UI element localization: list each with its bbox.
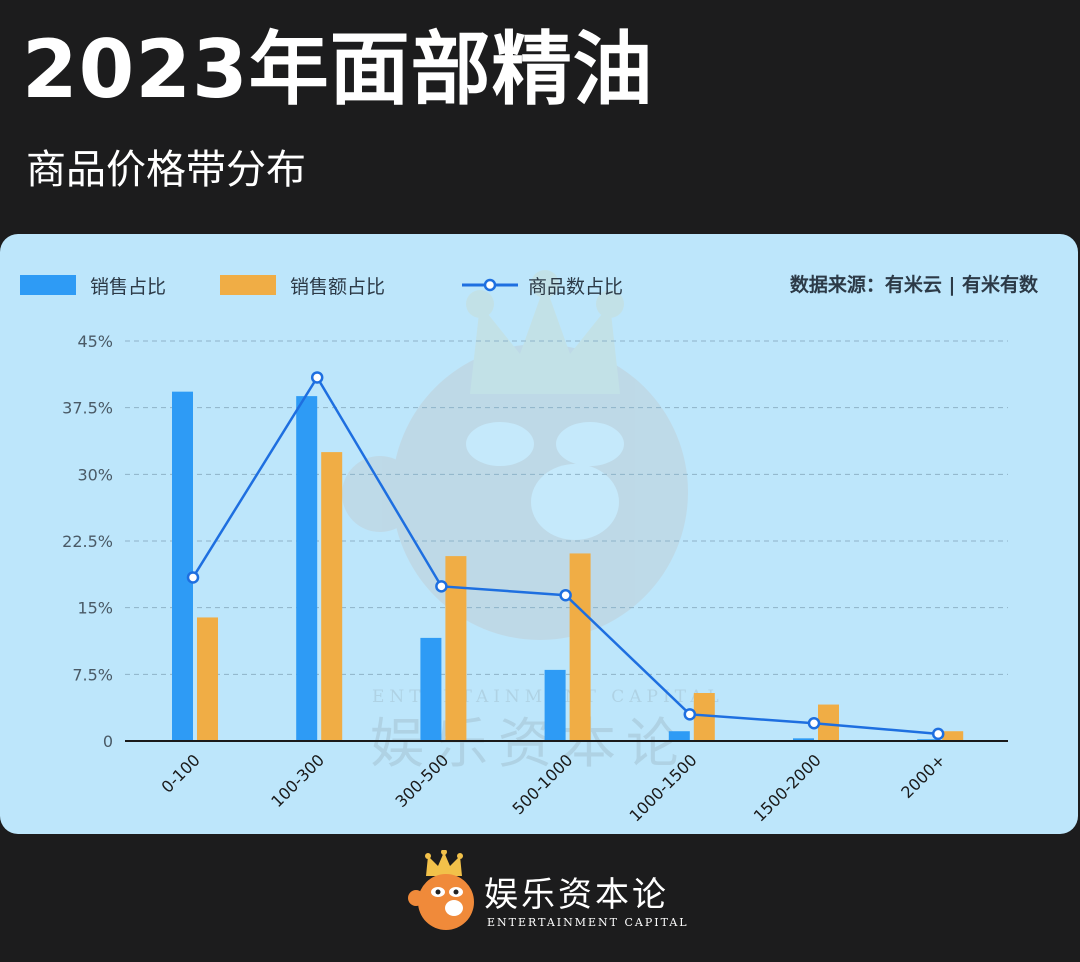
bar-sales-share <box>668 731 690 741</box>
bars <box>172 391 964 741</box>
watermark-brand-cn: 娱乐资本论 <box>370 712 690 775</box>
point-product-share <box>807 716 821 730</box>
footer-brand-cn: 娱乐资本论 <box>484 875 669 915</box>
legend-label: 销售额占比 <box>290 275 386 298</box>
grid <box>125 340 1008 675</box>
y-tick-label: 22.5% <box>62 532 113 551</box>
point-product-share <box>186 571 200 584</box>
bar-sales-share <box>420 637 442 741</box>
page-subtitle: 商品价格带分布 <box>26 147 306 193</box>
x-tick-label: 1500-2000 <box>750 750 825 825</box>
y-tick-label: 30% <box>77 465 113 484</box>
legend-label: 商品数占比 <box>528 275 624 298</box>
data-source: 数据来源：有米云 | 有米有数 <box>789 274 1038 296</box>
legend-swatch-sales-share <box>20 275 76 295</box>
y-tick-label: 37.5% <box>62 399 113 418</box>
bar-sales-share <box>544 669 566 741</box>
bar-sales-share <box>296 396 318 741</box>
bar-revenue-share <box>197 617 218 741</box>
y-tick-label: 15% <box>77 599 113 618</box>
bar-sales-share <box>172 391 193 741</box>
bar-revenue-share <box>818 704 839 741</box>
bar-revenue-share <box>942 731 964 741</box>
point-product-share <box>559 588 572 602</box>
x-tick-label: 2000+ <box>897 750 949 802</box>
y-tick-label: 7.5% <box>72 665 113 684</box>
bar-revenue-share <box>445 556 467 741</box>
x-tick-label: 100-300 <box>267 750 328 811</box>
watermark: ENTERTAINMENT CAPITAL 娱乐资本论 <box>342 270 719 775</box>
legend-item-revenue-share[interactable]: 销售额占比 <box>220 270 385 300</box>
footer-brand-en: ENTERTAINMENT CAPITAL <box>487 916 689 929</box>
y-tick-label: 0 <box>103 732 113 751</box>
page-title: 2023年面部精油 <box>22 23 654 116</box>
bar-revenue-share <box>569 553 591 741</box>
legend-item-product-share[interactable]: 商品数占比 <box>462 270 623 300</box>
point-product-share <box>683 708 697 721</box>
legend-line-marker-icon <box>462 278 518 292</box>
legend: 销售占比 销售额占比 商品数占比 <box>0 270 1080 300</box>
footer-crowned-pufferfish-icon <box>408 850 474 930</box>
y-tick-label: 45% <box>77 332 113 351</box>
y-axis: 0 7.5% 15% 22.5% 30% 37.5% 45% <box>62 332 113 751</box>
chart: ENTERTAINMENT CAPITAL 娱乐资本论 0 7.5% 15% 22.5… <box>62 270 1008 826</box>
line-series <box>186 371 945 741</box>
watermark-crowned-pufferfish-icon <box>342 270 688 640</box>
point-product-share <box>931 727 945 741</box>
legend-swatch-revenue-share <box>220 275 276 295</box>
point-product-share <box>310 371 324 384</box>
point-product-share <box>435 580 448 593</box>
bar-revenue-share <box>693 693 715 741</box>
legend-item-sales-share[interactable]: 销售占比 <box>20 270 166 300</box>
legend-label: 销售占比 <box>90 275 167 298</box>
x-tick-label: 0-100 <box>158 750 204 796</box>
bar-revenue-share <box>321 452 343 741</box>
bar-sales-share <box>793 738 814 741</box>
